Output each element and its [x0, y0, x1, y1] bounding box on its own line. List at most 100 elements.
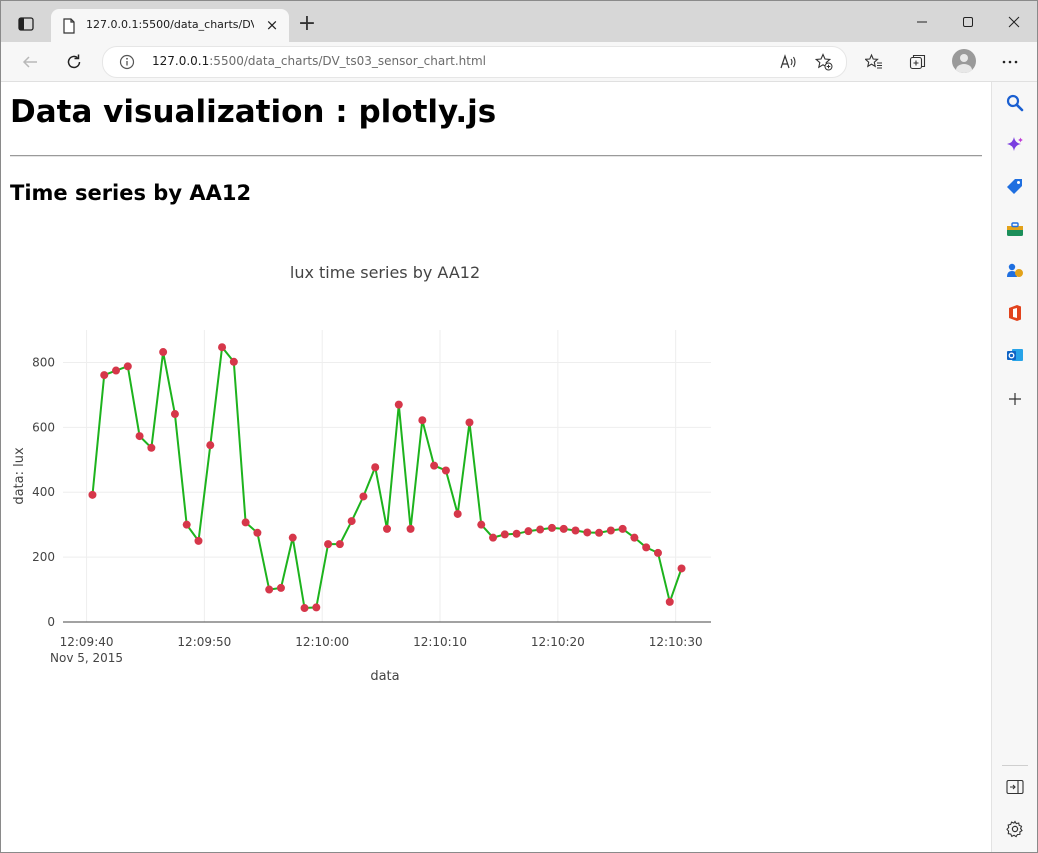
gear-icon	[1006, 820, 1023, 838]
data-point	[253, 528, 262, 537]
sidebar-settings-button[interactable]	[1004, 818, 1026, 840]
data-point	[194, 536, 203, 545]
data-point	[406, 524, 415, 533]
avatar-head	[960, 54, 968, 62]
data-point	[276, 583, 285, 592]
plus-icon	[1009, 393, 1021, 405]
data-point	[300, 604, 309, 613]
url-path: :5500/data_charts/DV_ts03_sensor_chart.h…	[209, 54, 486, 68]
tab-actions-icon	[18, 17, 34, 31]
y-axis-ticks: 0 200 400 600 800	[32, 355, 55, 629]
x-tick-label: 12:09:50	[177, 635, 231, 649]
more-icon	[1002, 60, 1018, 64]
data-point	[559, 524, 568, 533]
data-point	[383, 524, 391, 533]
new-tab-button[interactable]: +	[297, 11, 317, 36]
sparkle-icon	[1007, 137, 1023, 151]
favorites-button[interactable]	[860, 48, 888, 76]
data-point	[206, 441, 215, 450]
back-button[interactable]	[16, 48, 44, 76]
data-point	[477, 520, 486, 529]
data-point	[524, 527, 533, 536]
sidebar-office-button[interactable]	[1004, 302, 1026, 324]
tab-actions-button[interactable]	[11, 11, 41, 37]
y-tick-label: 0	[47, 615, 55, 629]
page-icon	[63, 18, 75, 34]
x-tick-label: 12:09:40	[60, 635, 114, 649]
tab-close-icon[interactable]: ×	[265, 16, 279, 34]
data-point	[630, 533, 639, 542]
data-point	[135, 432, 144, 441]
y-tick-label: 600	[32, 420, 55, 434]
data-point	[618, 524, 627, 533]
office-icon	[1009, 305, 1021, 321]
data-point	[571, 526, 580, 535]
browser-tab[interactable]: 127.0.0.1:5500/data_charts/DV_ts03_senso…	[51, 9, 289, 42]
search-icon	[1006, 94, 1024, 112]
toolbox-icon	[1007, 222, 1023, 236]
refresh-button[interactable]	[60, 48, 88, 76]
data-point	[324, 540, 333, 549]
favorites-icon	[865, 53, 882, 69]
series-markers	[88, 343, 686, 613]
data-point	[653, 548, 662, 557]
data-point	[547, 523, 556, 532]
data-point	[512, 529, 521, 538]
data-point	[182, 520, 191, 529]
data-point	[123, 362, 132, 371]
sidebar-copilot-button[interactable]	[1004, 134, 1026, 156]
sidebar-hide-button[interactable]	[1004, 776, 1026, 798]
data-point	[394, 400, 403, 409]
info-icon[interactable]	[119, 54, 135, 70]
sidebar-outlook-button[interactable]	[1004, 344, 1026, 366]
sidebar-search-button[interactable]	[1004, 92, 1026, 114]
sidebar-games-button[interactable]	[1004, 260, 1026, 282]
sidebar-divider	[1002, 765, 1028, 766]
tab-title: 127.0.0.1:5500/data_charts/DV_ts03_senso…	[86, 18, 254, 31]
data-point	[88, 490, 97, 499]
panel-collapse-icon	[1006, 779, 1024, 795]
close-icon	[1008, 16, 1020, 28]
sidebar-shopping-button[interactable]	[1004, 176, 1026, 198]
arrow-left-icon	[22, 56, 37, 68]
data-point	[489, 533, 498, 542]
data-point	[241, 518, 250, 527]
star-add-icon	[815, 53, 833, 71]
more-options-button[interactable]	[996, 48, 1024, 76]
data-point	[170, 410, 179, 419]
avatar-body	[956, 64, 972, 73]
x-tick-label: 12:10:00	[295, 635, 349, 649]
minimize-icon	[917, 21, 927, 23]
x-tick-label: 12:10:30	[649, 635, 703, 649]
data-point	[218, 343, 227, 352]
profile-avatar[interactable]	[952, 49, 976, 73]
series-line	[91, 344, 683, 610]
url-text[interactable]: 127.0.0.1:5500/data_charts/DV_ts03_senso…	[152, 54, 486, 68]
close-window-button[interactable]	[991, 7, 1037, 37]
data-point	[500, 530, 509, 539]
sidebar-tools-button[interactable]	[1004, 218, 1026, 240]
read-aloud-button[interactable]	[777, 50, 801, 74]
minimize-button[interactable]	[899, 7, 945, 37]
outlook-icon	[1007, 349, 1023, 361]
data-point	[465, 418, 474, 427]
title-bar: 127.0.0.1:5500/data_charts/DV_ts03_senso…	[1, 1, 1037, 42]
maximize-button[interactable]	[945, 7, 991, 37]
chart-title: lux time series by AA12	[290, 263, 480, 282]
add-favorite-button[interactable]	[812, 50, 836, 74]
page-title: Data visualization : plotly.js	[10, 94, 497, 130]
address-bar[interactable]: 127.0.0.1:5500/data_charts/DV_ts03_senso…	[102, 46, 847, 78]
x-tick-label: 12:10:20	[531, 635, 585, 649]
browser-toolbar: 127.0.0.1:5500/data_charts/DV_ts03_senso…	[1, 42, 1037, 82]
data-point	[583, 528, 592, 537]
data-point	[312, 603, 321, 612]
edge-sidebar	[991, 82, 1037, 852]
data-point	[347, 517, 356, 526]
data-point	[288, 533, 297, 542]
y-tick-label: 200	[32, 550, 55, 564]
sidebar-add-button[interactable]	[1004, 388, 1026, 410]
y-tick-label: 400	[32, 485, 55, 499]
data-point	[229, 357, 238, 366]
collections-button[interactable]	[904, 48, 932, 76]
